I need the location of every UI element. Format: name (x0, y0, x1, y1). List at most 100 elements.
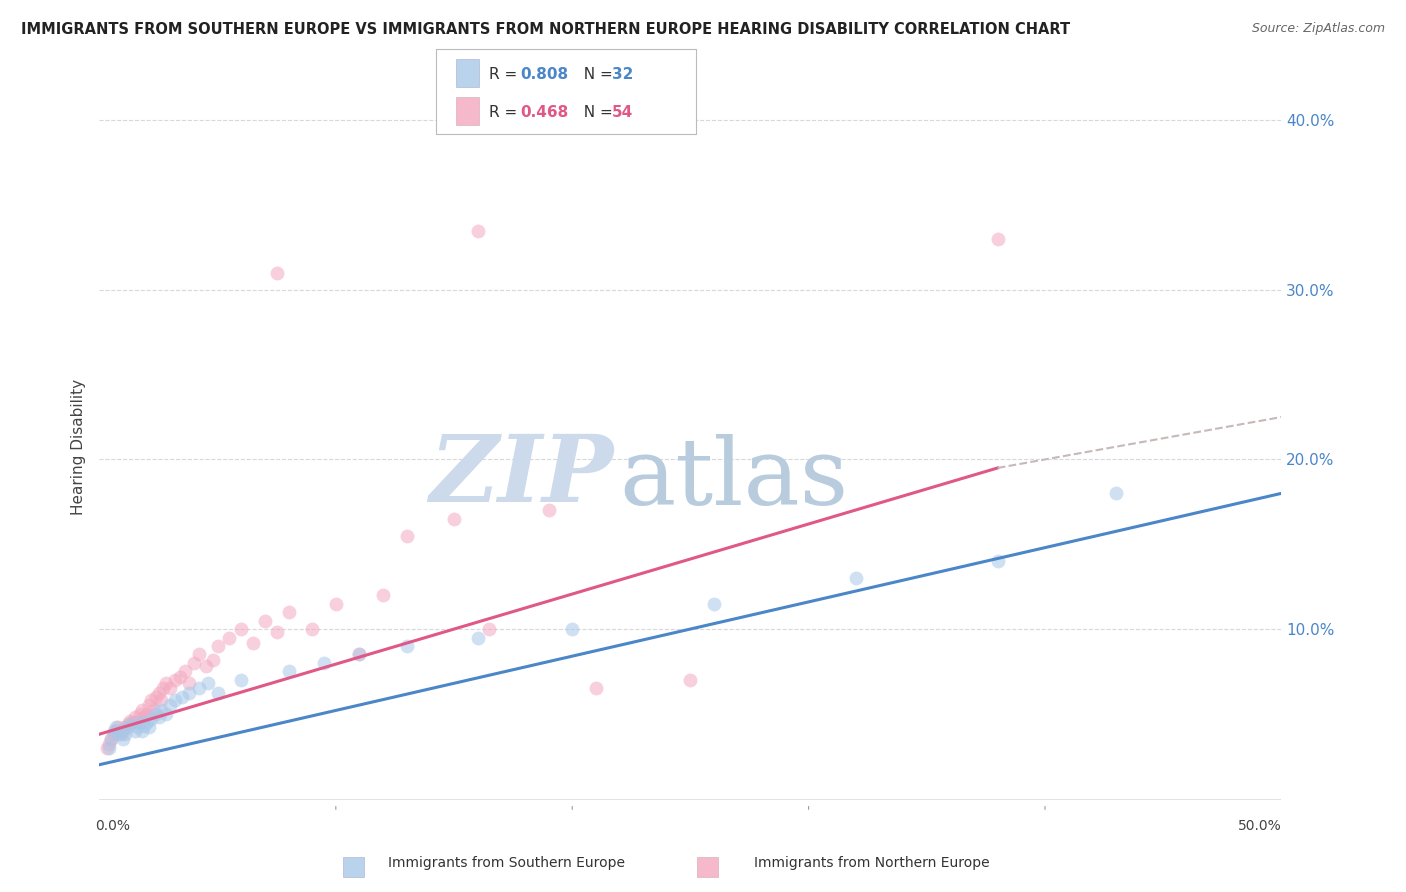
Point (197, 676, 219, 690)
Point (231, 673, 253, 687)
Text: R =: R = (489, 105, 523, 120)
Point (585, 681, 607, 696)
Point (141, 693, 163, 707)
Point (100, 732, 122, 747)
Point (165, 673, 187, 687)
Point (349, 648, 371, 662)
Point (395, 529, 418, 543)
Point (277, 605, 299, 619)
Point (395, 639, 418, 653)
Point (187, 648, 209, 662)
Point (141, 712, 163, 726)
Text: 0.808: 0.808 (520, 67, 568, 82)
Point (266, 266, 288, 280)
Point (1105, 486, 1128, 500)
Point (131, 723, 153, 738)
Point (107, 727, 129, 741)
Point (131, 703, 153, 717)
Point (149, 693, 172, 707)
Point (987, 232, 1010, 246)
Point (117, 717, 139, 731)
Point (145, 690, 167, 704)
Point (134, 710, 156, 724)
Point (277, 665, 299, 679)
Point (121, 715, 143, 730)
Point (96, 740, 118, 755)
Point (142, 703, 165, 717)
Text: atlas: atlas (620, 434, 849, 524)
Point (112, 723, 135, 738)
Text: 32: 32 (612, 67, 633, 82)
Point (138, 720, 160, 734)
Point (124, 710, 146, 724)
Point (135, 706, 157, 721)
Point (114, 727, 136, 741)
Point (187, 681, 209, 696)
Point (325, 597, 347, 611)
Point (218, 631, 240, 645)
Text: 0.468: 0.468 (520, 105, 568, 120)
Point (148, 686, 170, 700)
Point (183, 656, 205, 670)
Point (97, 740, 120, 755)
Point (110, 723, 132, 738)
Text: N =: N = (574, 105, 617, 120)
Point (253, 614, 276, 628)
Text: IMMIGRANTS FROM SOUTHERN EUROPE VS IMMIGRANTS FROM NORTHERN EUROPE HEARING DISAB: IMMIGRANTS FROM SOUTHERN EUROPE VS IMMIG… (21, 22, 1070, 37)
Point (159, 681, 181, 696)
Point (120, 717, 142, 731)
Point (155, 676, 177, 690)
Point (845, 571, 868, 585)
Point (117, 720, 139, 734)
Point (679, 673, 702, 687)
Point (110, 727, 132, 741)
Point (172, 690, 194, 704)
Point (173, 665, 195, 679)
Point (179, 676, 201, 690)
Point (145, 706, 167, 721)
Point (104, 723, 127, 738)
Point (443, 512, 465, 526)
Point (207, 639, 229, 653)
Point (242, 635, 264, 649)
Text: R =: R = (489, 67, 523, 82)
Point (165, 693, 187, 707)
Point (103, 727, 125, 741)
Point (179, 686, 201, 700)
Point (134, 719, 156, 733)
Point (301, 622, 323, 636)
Point (703, 597, 725, 611)
Text: N =: N = (574, 67, 617, 82)
Point (537, 503, 560, 517)
Point (112, 732, 135, 747)
Point (152, 681, 174, 696)
Point (467, 223, 489, 237)
Point (231, 622, 253, 636)
Text: 50.0%: 50.0% (1237, 819, 1281, 833)
Text: 0.0%: 0.0% (94, 819, 129, 833)
Point (127, 715, 149, 730)
Point (120, 714, 142, 728)
Point (312, 656, 335, 670)
Point (127, 720, 149, 734)
Point (148, 710, 170, 724)
Point (138, 698, 160, 713)
Point (467, 631, 489, 645)
Point (371, 588, 394, 602)
Point (103, 723, 125, 738)
Point (97, 737, 120, 751)
Point (561, 622, 583, 636)
Point (159, 698, 181, 713)
Point (114, 720, 136, 734)
Point (478, 622, 501, 636)
Point (149, 703, 172, 717)
Text: Immigrants from Southern Europe: Immigrants from Southern Europe (388, 855, 624, 870)
Point (124, 723, 146, 738)
Point (128, 706, 150, 721)
Point (104, 720, 127, 734)
Point (107, 720, 129, 734)
Point (100, 732, 122, 747)
Text: 54: 54 (612, 105, 633, 120)
Point (266, 625, 288, 640)
Point (155, 706, 177, 721)
